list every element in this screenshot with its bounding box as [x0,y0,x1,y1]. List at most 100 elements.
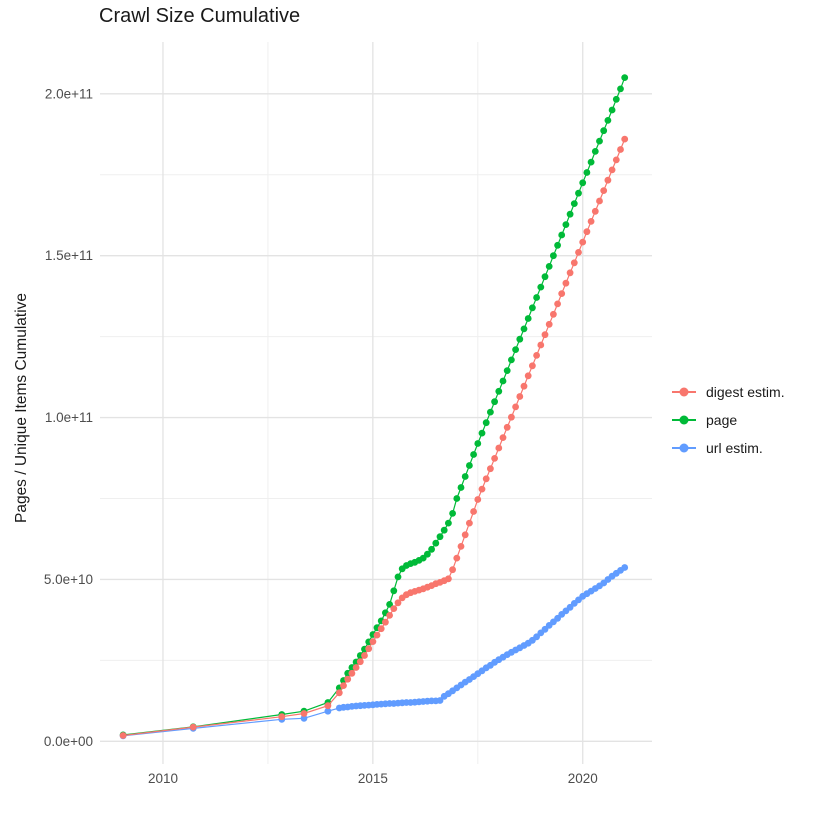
data-point [562,279,570,287]
data-point [533,294,540,301]
legend-key-dot [679,443,689,453]
data-point [508,356,515,364]
data-point [394,573,402,581]
legend-key-icon [672,387,696,397]
legend-item-page: page [672,406,785,434]
data-point [587,158,595,166]
data-point [466,462,473,469]
data-point [278,713,286,721]
data-point [449,566,456,574]
data-point [466,519,473,527]
data-point [524,372,532,380]
data-point [424,550,431,558]
data-point [119,732,127,739]
data-point [482,419,490,427]
data-point [508,413,515,421]
data-point [352,664,360,671]
data-point [529,304,536,312]
data-point [340,682,347,689]
data-point [373,631,381,639]
data-point [529,362,536,370]
data-point [457,484,465,491]
data-point [516,393,524,400]
data-point [491,398,498,406]
data-point [394,599,402,607]
data-point [566,210,574,218]
data-point [608,106,616,114]
data-point [457,543,465,550]
legend-key-icon [672,415,696,425]
data-point [453,554,461,562]
legend-key-dot [679,415,689,425]
data-point [621,74,629,81]
x-tick-label: 2015 [358,771,388,786]
data-point [300,714,308,722]
data-point [554,241,561,249]
legend-item-url-estim: url estim. [672,434,785,462]
data-point [612,156,620,164]
data-point [324,707,332,715]
data-point [587,218,595,225]
y-tick-label: 0.0e+00 [44,734,93,749]
y-tick-label: 1.0e+11 [45,410,93,425]
data-point [596,137,603,145]
data-point [579,238,587,246]
data-point [558,290,566,297]
data-point [566,269,574,277]
data-point [428,545,435,553]
data-point [520,325,528,333]
data-point [621,564,629,571]
data-point [617,146,624,153]
y-tick-label: 2.0e+11 [45,86,93,101]
data-point [596,197,603,205]
data-point [541,273,549,281]
data-point [377,625,385,633]
data-point [344,675,352,683]
data-point [583,169,591,176]
x-tick-label: 2010 [148,771,178,786]
data-point [621,135,629,143]
data-point [600,127,608,135]
data-point [533,352,540,359]
y-tick-label: 5.0e+10 [44,572,93,587]
series-page [119,74,629,739]
legend-item-digest-estim: digest estim. [672,378,785,406]
data-point [550,310,557,318]
data-point [512,403,519,411]
data-point [520,382,528,390]
data-point [365,645,373,653]
data-point [453,495,461,502]
data-point [575,189,582,197]
data-point [369,638,377,645]
data-point [545,320,553,328]
data-point [478,429,486,437]
data-point [449,510,456,517]
data-point [558,231,566,239]
series-line [123,138,626,737]
chart-title: Crawl Size Cumulative [99,5,301,27]
data-point [461,531,469,539]
data-point [495,444,503,452]
data-point [487,408,494,416]
data-point [600,187,608,195]
y-tick-label: 1.5e+11 [45,248,93,263]
data-point [324,702,332,710]
legend-key-icon [672,443,696,453]
data-point [482,475,490,483]
data-point [189,723,197,731]
data-point [386,601,393,608]
data-point [390,587,398,595]
data-point [382,618,389,626]
data-point [570,259,578,267]
data-point [386,612,393,619]
data-point [537,283,545,291]
series-line [123,567,626,737]
data-point [499,434,507,441]
data-point [604,176,612,184]
data-point [390,605,398,612]
legend-label: page [706,412,738,428]
data-point [608,166,616,174]
data-point [356,658,364,666]
